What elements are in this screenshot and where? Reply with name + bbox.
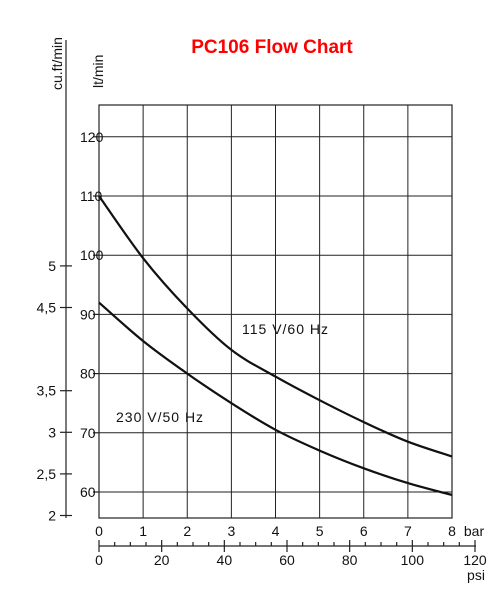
cu-tick-label: 2 — [48, 508, 56, 524]
cu-tick-label: 5 — [48, 258, 56, 274]
bar-tick-label: 1 — [139, 523, 147, 539]
cu-tick-label: 2,5 — [37, 466, 57, 482]
bar-tick-label: 6 — [360, 523, 368, 539]
chart-title: PC106 Flow Chart — [191, 37, 353, 58]
psi-tick-label: 40 — [217, 552, 233, 568]
lt-axis-label: lt/min — [90, 55, 106, 88]
cu-tick-label: 3,5 — [37, 383, 57, 399]
lt-tick-label: 70 — [80, 425, 96, 441]
psi-tick-label: 0 — [95, 552, 103, 568]
bar-tick-label: 4 — [272, 523, 280, 539]
bar-axis-label: bar — [464, 523, 485, 539]
series-line-230v-50hz — [98, 301, 453, 497]
lt-tick-label: 110 — [80, 188, 103, 204]
psi-tick-label: 80 — [342, 552, 358, 568]
cu-axis-label: cu.ft/min — [49, 37, 65, 90]
bar-tick-label: 0 — [95, 523, 103, 539]
bar-tick-label: 3 — [227, 523, 235, 539]
psi-tick-label: 20 — [154, 552, 170, 568]
bar-tick-label: 8 — [448, 523, 456, 539]
labels: 0 1 2 3 4 5 6 7 8 bar 60 70 80 90 100 110 120 lt/min 2 2,5 3… — [37, 37, 487, 583]
series-label: 115 V/60 Hz — [242, 321, 329, 337]
cu-tick-label: 3 — [48, 424, 56, 440]
lt-tick-label: 60 — [80, 484, 96, 500]
psi-axis-label: psi — [467, 567, 485, 583]
bar-tick-label: 2 — [183, 523, 191, 539]
psi-tick-label: 60 — [279, 552, 295, 568]
lt-tick-label: 80 — [80, 366, 96, 382]
psi-tick-label: 120 — [463, 552, 487, 568]
cu-tick-label: 4,5 — [37, 300, 57, 316]
bar-tick-label: 5 — [316, 523, 324, 539]
series-label: 230 V/50 Hz — [116, 409, 204, 425]
lt-tick-label: 120 — [80, 129, 104, 145]
psi-tick-label: 100 — [401, 552, 425, 568]
grid — [98, 104, 453, 519]
lt-tick-label: 100 — [80, 247, 104, 263]
lt-tick-label: 90 — [80, 306, 96, 322]
series-line-115v-60hz — [98, 195, 453, 458]
bar-tick-label: 7 — [404, 523, 412, 539]
axes — [60, 40, 476, 552]
curves — [98, 195, 453, 497]
